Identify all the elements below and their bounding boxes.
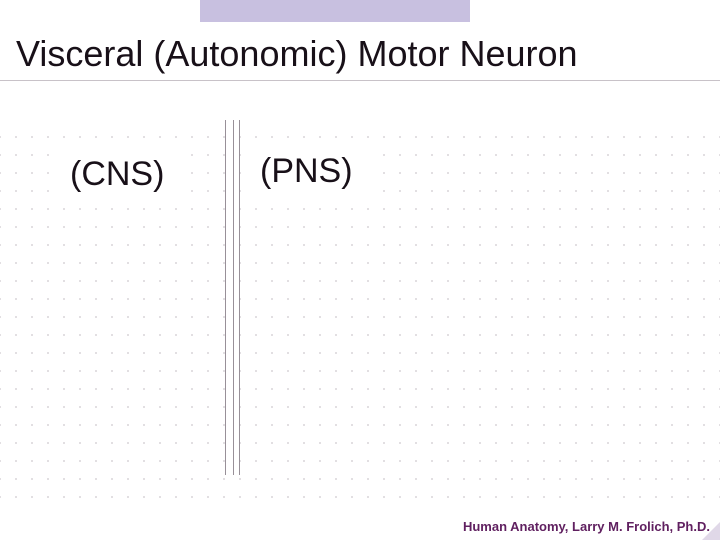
label-cns: (CNS) (70, 155, 164, 194)
title-underline (0, 80, 720, 81)
divider-line-1 (225, 120, 226, 475)
divider-line-3 (239, 120, 240, 475)
page-corner-fold-icon (702, 522, 720, 540)
label-pns: (PNS) (260, 152, 353, 191)
slide-title: Visceral (Autonomic) Motor Neuron (16, 33, 578, 75)
footer-credit: Human Anatomy, Larry M. Frolich, Ph.D. (463, 519, 710, 534)
divider-line-2 (233, 120, 234, 475)
header-accent-bar (200, 0, 470, 22)
